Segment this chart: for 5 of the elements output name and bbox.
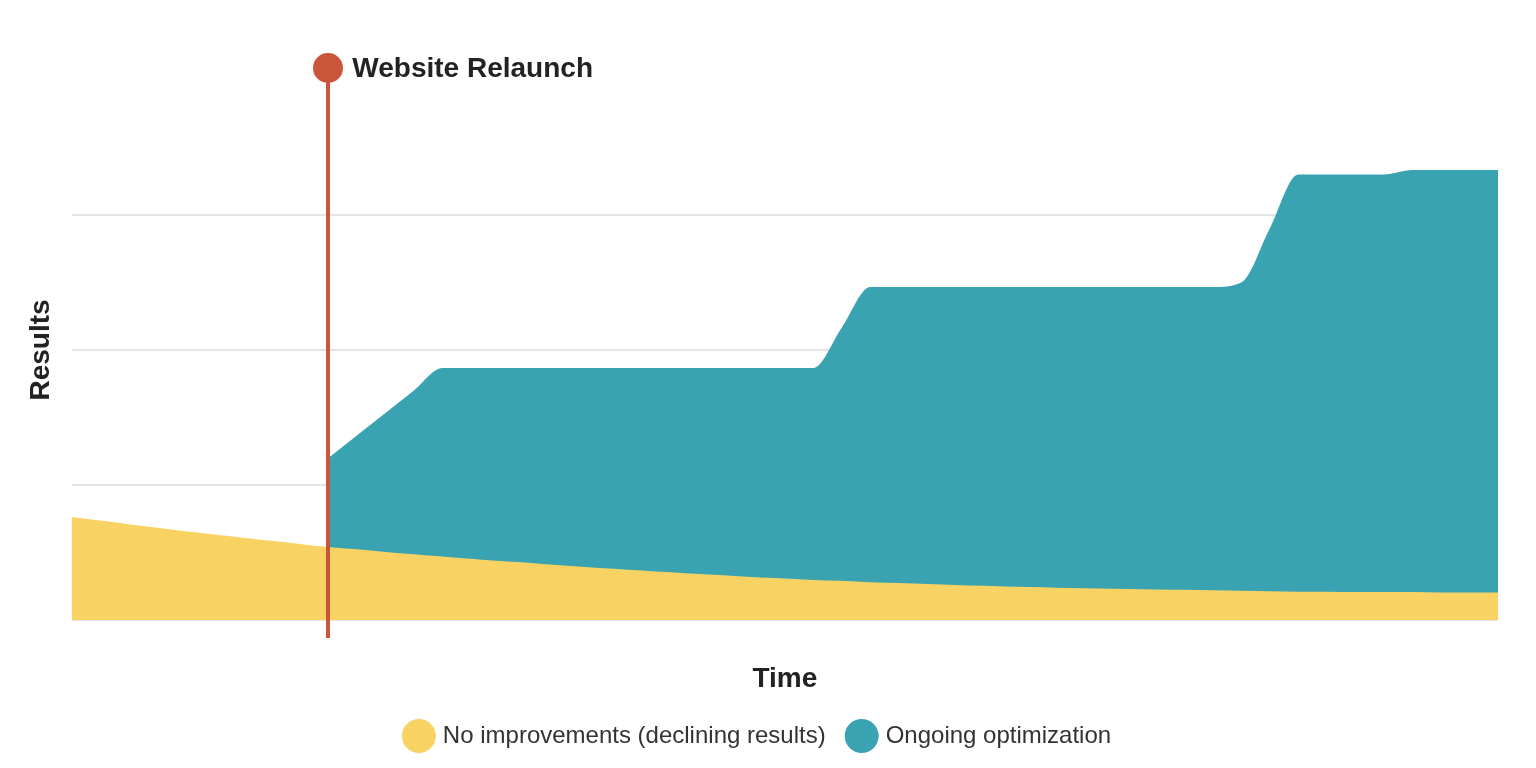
legend-label: No improvements (declining results) bbox=[442, 720, 826, 748]
text: Website Relaunch bbox=[352, 52, 593, 84]
x-axis-title: Time bbox=[752, 661, 818, 693]
legend-label: Ongoing optimization bbox=[885, 720, 1112, 748]
y-axis-title: Results bbox=[23, 299, 55, 401]
